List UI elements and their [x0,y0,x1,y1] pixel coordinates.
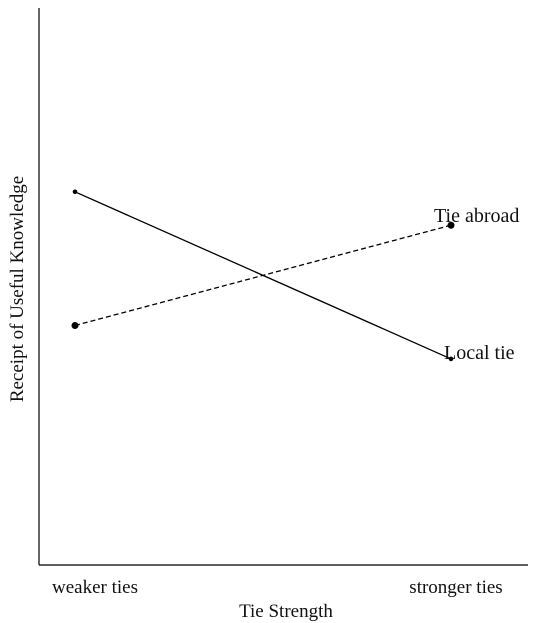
data-point-local-tie-0 [72,189,78,195]
x-tick-label-stronger: stronger ties [409,577,502,598]
series-line-tie-abroad [74,224,452,327]
data-point-tie-abroad-1 [447,221,455,229]
x-tick-label-weaker: weaker ties [52,577,138,598]
y-axis-title: Receipt of Useful Knowledge [7,176,28,402]
series-label-tie-abroad: Tie abroad [434,205,519,227]
series-layer [71,189,455,362]
data-point-tie-abroad-0 [71,321,79,329]
series-label-local-tie: Local tie [444,342,515,364]
x-axis-title: Tie Strength [239,601,333,622]
data-point-local-tie-1 [448,356,454,362]
